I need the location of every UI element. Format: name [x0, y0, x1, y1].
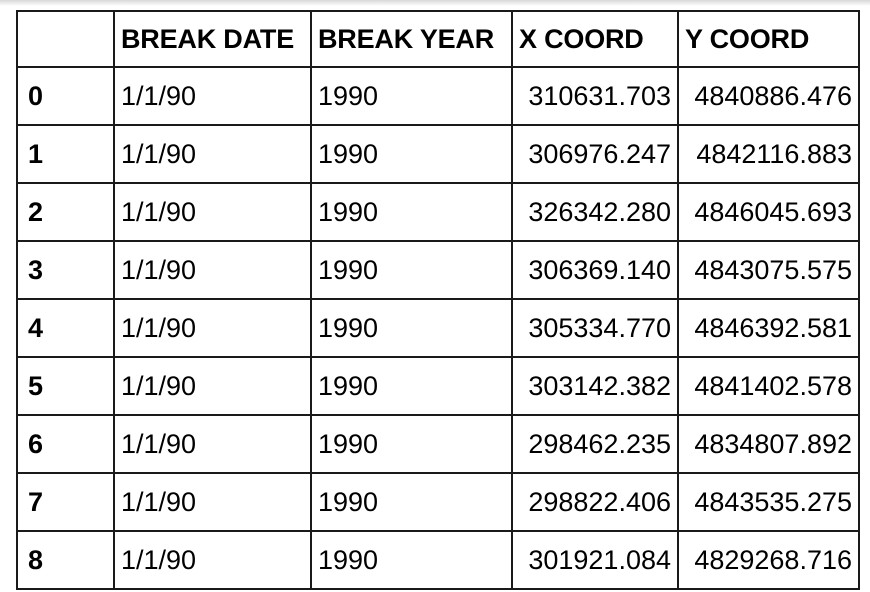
break-date-cell: 1/1/90	[113, 298, 312, 358]
table-header: BREAK DATE BREAK YEAR X COORD Y COORD	[16, 10, 860, 68]
table-row: 3 1/1/90 1990 306369.140 4843075.575	[16, 240, 860, 300]
x-coord-cell: 298822.406	[511, 472, 679, 532]
break-date-cell: 1/1/90	[113, 240, 312, 300]
break-year-cell: 1990	[310, 182, 513, 242]
row-index: 0	[16, 66, 115, 126]
x-coord-cell: 303142.382	[511, 356, 679, 416]
row-index: 6	[16, 414, 115, 474]
x-coord-cell: 326342.280	[511, 182, 679, 242]
row-index: 1	[16, 124, 115, 184]
y-coord-cell: 4846392.581	[677, 298, 860, 358]
x-coord-header: X COORD	[511, 10, 679, 68]
y-coord-cell: 4843075.575	[677, 240, 860, 300]
row-index: 2	[16, 182, 115, 242]
x-coord-cell: 298462.235	[511, 414, 679, 474]
table-row: 5 1/1/90 1990 303142.382 4841402.578	[16, 356, 860, 416]
break-date-cell: 1/1/90	[113, 414, 312, 474]
break-date-cell: 1/1/90	[113, 530, 312, 590]
break-date-cell: 1/1/90	[113, 66, 312, 126]
y-coord-cell: 4840886.476	[677, 66, 860, 126]
y-coord-cell: 4843535.275	[677, 472, 860, 532]
y-coord-cell: 4842116.883	[677, 124, 860, 184]
break-date-cell: 1/1/90	[113, 182, 312, 242]
y-coord-cell: 4829268.716	[677, 530, 860, 590]
break-year-cell: 1990	[310, 66, 513, 126]
table-row: 6 1/1/90 1990 298462.235 4834807.892	[16, 414, 860, 474]
break-year-cell: 1990	[310, 414, 513, 474]
header-row: BREAK DATE BREAK YEAR X COORD Y COORD	[16, 10, 860, 68]
break-year-cell: 1990	[310, 530, 513, 590]
table-row: 1 1/1/90 1990 306976.247 4842116.883	[16, 124, 860, 184]
y-coord-cell: 4834807.892	[677, 414, 860, 474]
row-index: 4	[16, 298, 115, 358]
row-index: 7	[16, 472, 115, 532]
y-coord-header: Y COORD	[677, 10, 860, 68]
x-coord-cell: 310631.703	[511, 66, 679, 126]
break-date-cell: 1/1/90	[113, 356, 312, 416]
break-year-cell: 1990	[310, 298, 513, 358]
table-row: 4 1/1/90 1990 305334.770 4846392.581	[16, 298, 860, 358]
index-header	[16, 10, 115, 68]
break-date-cell: 1/1/90	[113, 472, 312, 532]
top-shadow	[0, 0, 870, 6]
x-coord-cell: 301921.084	[511, 530, 679, 590]
table-row: 0 1/1/90 1990 310631.703 4840886.476	[16, 66, 860, 126]
table-row: 2 1/1/90 1990 326342.280 4846045.693	[16, 182, 860, 242]
row-index: 8	[16, 530, 115, 590]
table-row: 7 1/1/90 1990 298822.406 4843535.275	[16, 472, 860, 532]
break-year-cell: 1990	[310, 472, 513, 532]
break-date-cell: 1/1/90	[113, 124, 312, 184]
table-row: 8 1/1/90 1990 301921.084 4829268.716	[16, 530, 860, 590]
y-coord-cell: 4841402.578	[677, 356, 860, 416]
y-coord-cell: 4846045.693	[677, 182, 860, 242]
break-year-cell: 1990	[310, 240, 513, 300]
break-year-cell: 1990	[310, 124, 513, 184]
row-index: 3	[16, 240, 115, 300]
break-year-header: BREAK YEAR	[310, 10, 513, 68]
break-date-header: BREAK DATE	[113, 10, 312, 68]
x-coord-cell: 306976.247	[511, 124, 679, 184]
row-index: 5	[16, 356, 115, 416]
table-body: 0 1/1/90 1990 310631.703 4840886.476 1 1/1/90 1…	[16, 66, 860, 590]
x-coord-cell: 306369.140	[511, 240, 679, 300]
break-year-cell: 1990	[310, 356, 513, 416]
x-coord-cell: 305334.770	[511, 298, 679, 358]
